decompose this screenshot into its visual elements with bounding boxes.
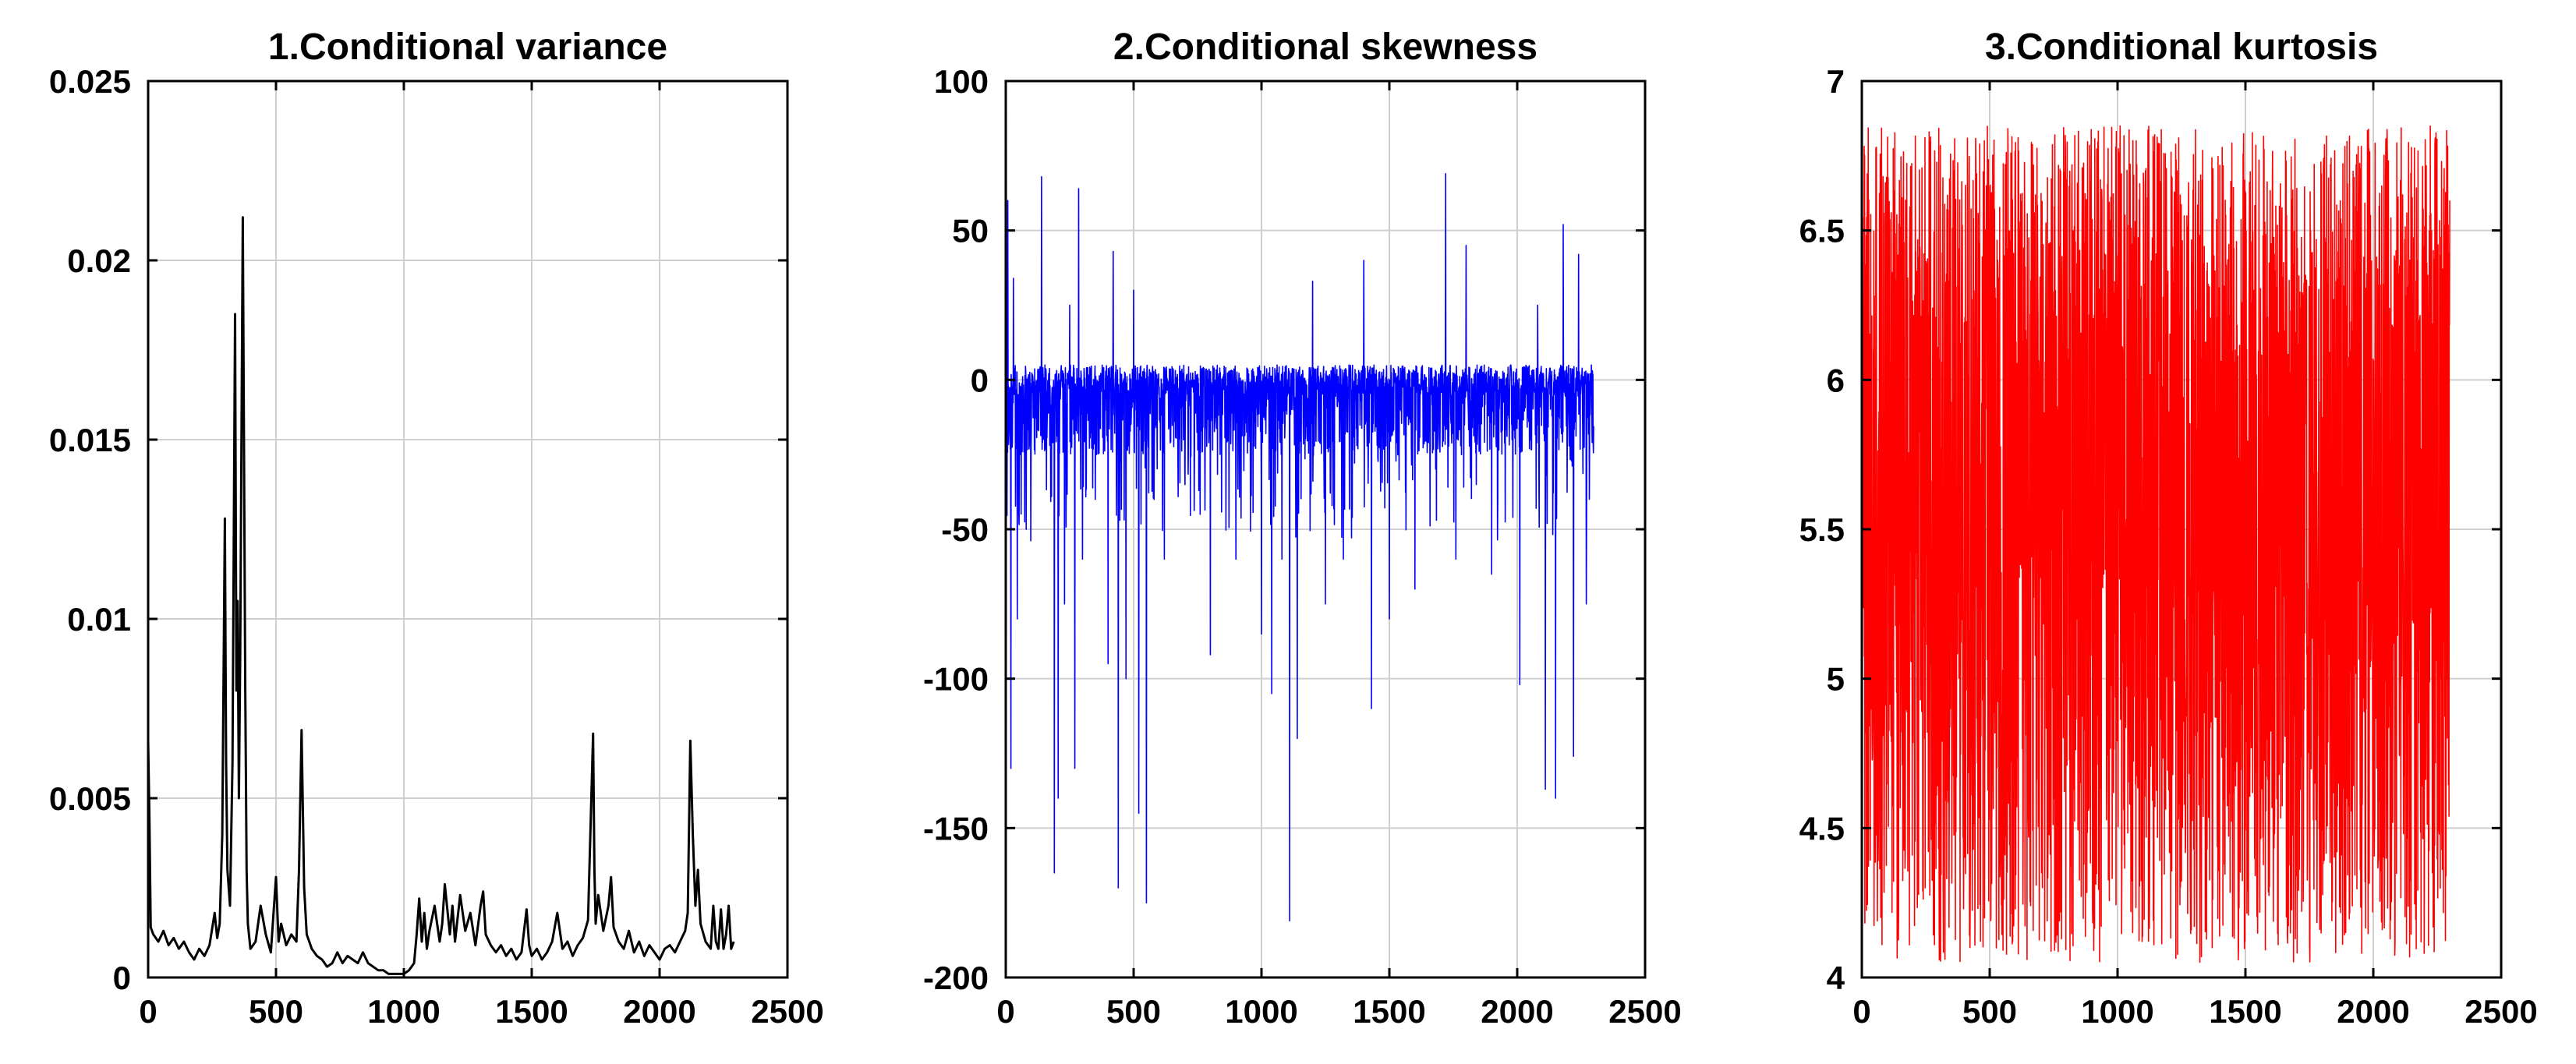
y-tick-label: 0 <box>971 362 989 398</box>
y-tick-label: 100 <box>934 63 989 100</box>
plot-frame <box>147 80 789 979</box>
x-tick-label: 0 <box>139 993 157 1030</box>
y-tick-label: 5 <box>1827 661 1845 698</box>
x-tick-label: 2000 <box>1481 993 1553 1030</box>
x-tick-label: 0 <box>996 993 1014 1030</box>
plot-area <box>147 80 789 979</box>
y-tick-label: 7 <box>1827 63 1845 100</box>
y-tick-label: -50 <box>941 511 989 548</box>
y-tick-label: -200 <box>923 960 989 996</box>
panel-conditional-skewness: 2.Conditional skewness 0 500 1000 1500 2000 2… <box>923 27 1682 1030</box>
x-tick-label: 1500 <box>2209 993 2281 1030</box>
y-tick-label: 6.5 <box>1799 213 1845 249</box>
y-tick-label: 0.025 <box>49 63 131 100</box>
y-tick-label: 0.015 <box>49 422 131 458</box>
x-tick-label: 0 <box>1852 993 1870 1030</box>
y-tick-label: 0.01 <box>67 601 131 638</box>
x-tick-label: 1000 <box>2081 993 2153 1030</box>
x-tick-label: 1000 <box>367 993 440 1030</box>
y-tick-label: 0 <box>113 960 131 996</box>
x-tick-label: 500 <box>249 993 303 1030</box>
chart-title: 1.Conditional variance <box>268 27 667 68</box>
y-tick-label: 50 <box>952 213 989 249</box>
y-tick-label: 4 <box>1827 960 1845 996</box>
x-tick-label: 1500 <box>1353 993 1425 1030</box>
y-tick-label: 0.005 <box>49 780 131 817</box>
y-tick-label: 4.5 <box>1799 810 1845 847</box>
x-tick-label: 1500 <box>495 993 568 1030</box>
x-tick-label: 2000 <box>623 993 695 1030</box>
data-series-line <box>1005 80 1594 921</box>
y-tick-label: 0.02 <box>67 242 131 279</box>
x-tick-label: 2000 <box>2337 993 2409 1030</box>
y-tick-label: 5.5 <box>1799 511 1845 548</box>
x-tick-label: 500 <box>1962 993 2017 1030</box>
x-tick-label: 2500 <box>2465 993 2537 1030</box>
panel-conditional-kurtosis: 3.Conditional kurtosis 0 500 1000 1500 2000 2… <box>1799 27 2538 1030</box>
data-series-line <box>147 216 735 975</box>
y-tick-label: -150 <box>923 810 989 847</box>
x-tick-label: 2500 <box>751 993 823 1030</box>
x-tick-label: 2500 <box>1608 993 1681 1030</box>
chart-title: 2.Conditional skewness <box>1113 27 1537 68</box>
x-tick-label: 500 <box>1106 993 1161 1030</box>
y-tick-label: -100 <box>923 661 989 698</box>
x-tick-label: 1000 <box>1225 993 1297 1030</box>
panel-conditional-variance: 1.Conditional variance 0 500 1000 1500 2000 2… <box>49 27 824 1030</box>
chart-title: 3.Conditional kurtosis <box>1985 27 2378 68</box>
y-tick-label: 6 <box>1827 362 1845 398</box>
data-series-line <box>1861 125 2450 978</box>
